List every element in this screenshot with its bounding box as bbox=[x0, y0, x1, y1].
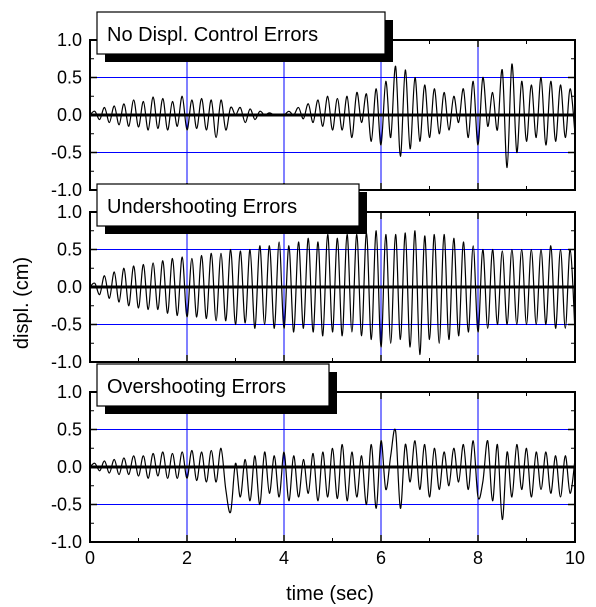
y-tick-label: 0.0 bbox=[57, 277, 82, 297]
x-tick-label: 8 bbox=[473, 548, 483, 568]
y-tick-label: 0.5 bbox=[57, 68, 82, 88]
x-axis-label: time (sec) bbox=[286, 583, 374, 605]
y-tick-label: -0.5 bbox=[51, 495, 82, 515]
y-tick-label: 0.5 bbox=[57, 420, 82, 440]
y-tick-label: 0.5 bbox=[57, 240, 82, 260]
y-tick-label: 0.0 bbox=[57, 105, 82, 125]
panel-title: Undershooting Errors bbox=[107, 196, 297, 218]
panel-1: 1.0 0.5 0.0 -0.5 -1.0 No Displ. Control Error… bbox=[51, 11, 576, 200]
x-tick-label: 6 bbox=[376, 548, 386, 568]
panel-3: 1.0 0.5 0.0 -0.5 -1.0 Overshooting Errors bbox=[51, 363, 576, 552]
x-tick-label: 10 bbox=[565, 548, 585, 568]
panel-title: No Displ. Control Errors bbox=[107, 24, 318, 46]
series-line bbox=[89, 230, 576, 356]
y-tick-label: 1.0 bbox=[57, 30, 82, 50]
x-tick-label: 2 bbox=[182, 548, 192, 568]
y-axis-label: displ. (cm) bbox=[11, 257, 33, 349]
x-tick-label: 4 bbox=[279, 548, 289, 568]
y-tick-label: -1.0 bbox=[51, 180, 82, 200]
panel-title-box bbox=[96, 183, 360, 227]
y-tick-label: 1.0 bbox=[57, 202, 82, 222]
panel-title-box bbox=[96, 11, 386, 55]
panel-2: 1.0 0.5 0.0 -0.5 -1.0 Undershooting Errors bbox=[51, 183, 576, 372]
y-tick-label: -1.0 bbox=[51, 352, 82, 372]
y-tick-label: -1.0 bbox=[51, 532, 82, 552]
x-tick-label: 0 bbox=[85, 548, 95, 568]
panel-title-box bbox=[96, 363, 330, 407]
y-tick-label: -0.5 bbox=[51, 143, 82, 163]
series-line bbox=[89, 63, 576, 169]
y-tick-label: -0.5 bbox=[51, 315, 82, 335]
series-line bbox=[89, 428, 576, 521]
y-tick-label: 1.0 bbox=[57, 382, 82, 402]
panel-title: Overshooting Errors bbox=[107, 376, 286, 398]
y-tick-label: 0.0 bbox=[57, 457, 82, 477]
chart-panels: 1.0 0.5 0.0 -0.5 -1.0 No Displ. Control Error… bbox=[51, 11, 585, 568]
